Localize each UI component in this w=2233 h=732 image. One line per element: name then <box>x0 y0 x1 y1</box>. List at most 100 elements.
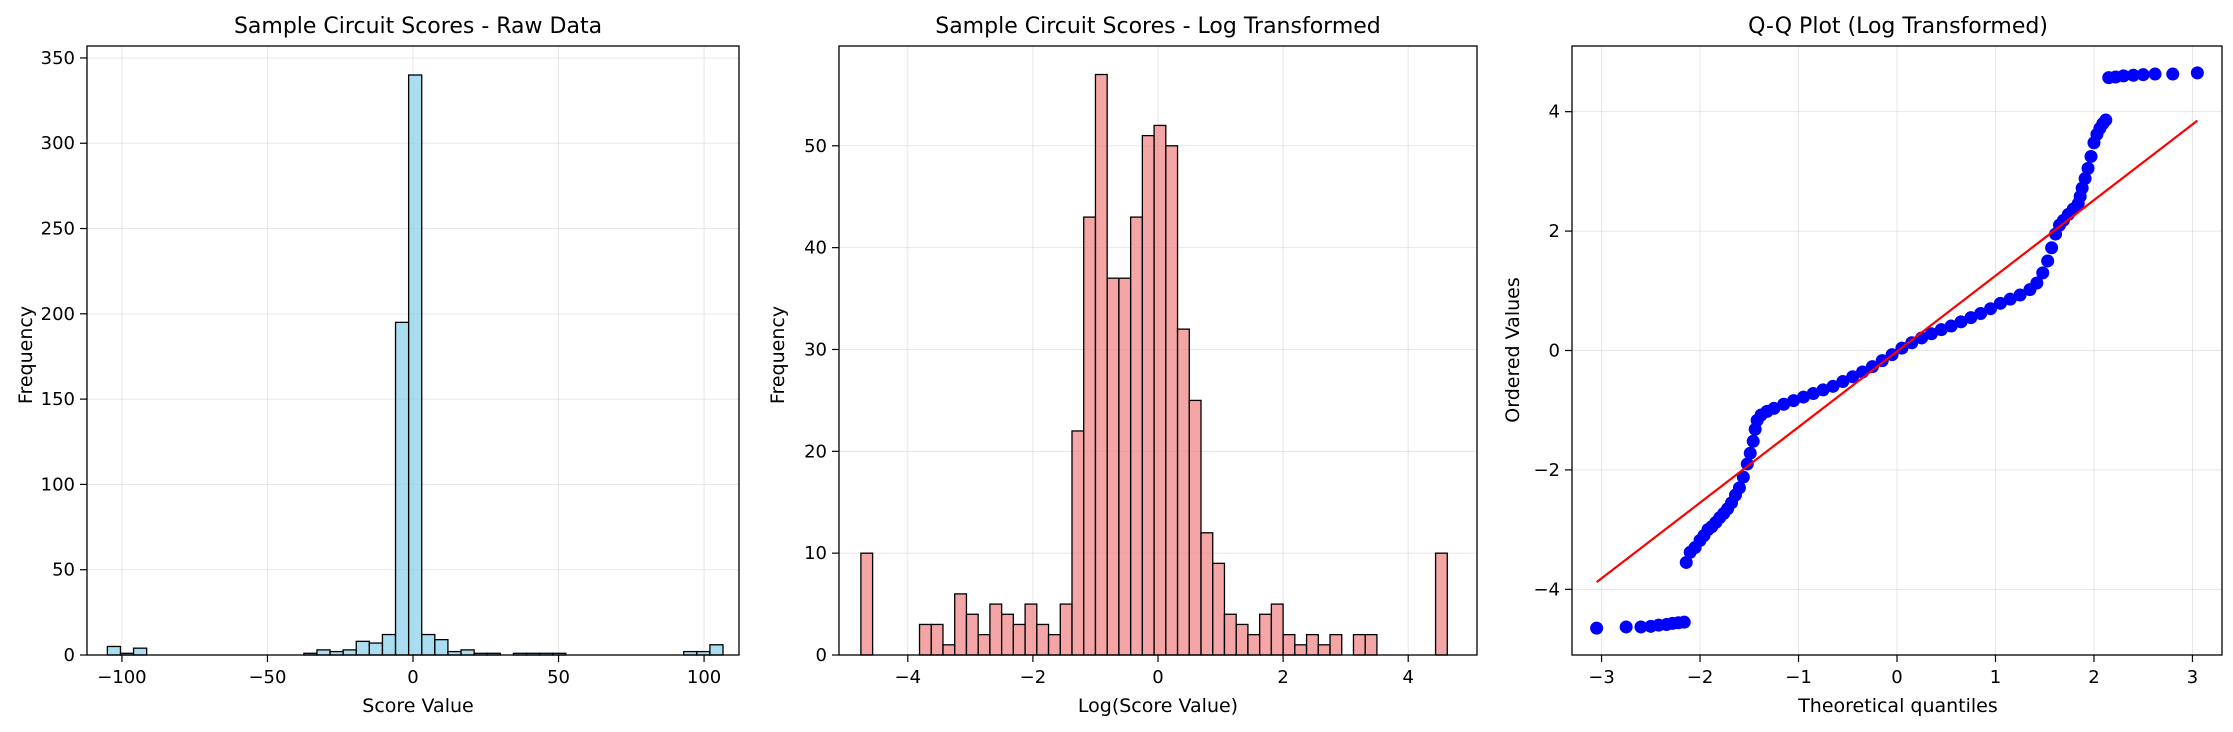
qq-data-point <box>1846 370 1860 384</box>
qq-y-tick-label: 0 <box>1549 341 1560 362</box>
raw-y-tick-label: 200 <box>41 304 75 325</box>
log-histogram-bar <box>942 644 956 656</box>
qq-data-point <box>1732 481 1746 495</box>
qq-data-point <box>1993 296 2007 310</box>
log-histogram-bar <box>1200 532 1214 656</box>
raw-x-tick-label: −100 <box>97 667 146 688</box>
log-x-tick-label: 2 <box>1277 667 1288 688</box>
log-histogram-bar <box>1106 277 1120 656</box>
raw-histogram-bar <box>355 640 370 656</box>
qq-data-point <box>1796 390 1810 404</box>
log-transformed-histogram-panel: Sample Circuit Scores - Log Transformed … <box>767 14 1478 717</box>
raw-y-tick-label: 50 <box>52 560 75 581</box>
qq-data-point <box>2078 172 2092 186</box>
qq-data-point <box>1924 327 1938 341</box>
qq-x-tick-label: 2 <box>2088 667 2099 688</box>
qq-data-point <box>2190 66 2204 80</box>
log-histogram-bar <box>1094 73 1108 656</box>
log-y-tick-label: 30 <box>804 339 827 360</box>
log-histogram-bar <box>1129 216 1144 656</box>
log-histogram-bar <box>954 593 968 656</box>
raw-data-x-axis-label: Score Value <box>362 695 473 717</box>
log-histogram-bar <box>1024 603 1038 656</box>
raw-y-tick-label: 0 <box>64 645 75 666</box>
qq-data-point <box>1677 615 1691 629</box>
log-x-tick-label: 0 <box>1152 667 1163 688</box>
raw-y-tick-label: 250 <box>41 219 75 240</box>
raw-y-tick-label: 300 <box>41 133 75 154</box>
qq-data-point <box>2013 288 2027 302</box>
log-histogram-bar <box>1434 552 1448 656</box>
raw-histogram-bar <box>132 647 148 656</box>
log-histogram-bar <box>1071 430 1085 656</box>
qq-chart-title: Q-Q Plot (Log Transformed) <box>1748 14 2048 39</box>
log-histogram-bar <box>1188 399 1202 656</box>
qq-data-point <box>1974 306 1988 320</box>
log-histogram-bar <box>1141 134 1155 656</box>
log-histogram-bar <box>1329 633 1343 656</box>
qq-y-tick-label: 2 <box>1549 221 1560 242</box>
raw-data-histogram-panel: Sample Circuit Scores - Raw Data Score V… <box>15 14 740 717</box>
log-histogram-bar <box>1247 633 1261 656</box>
log-histogram-bar <box>860 552 874 656</box>
qq-data-point <box>1746 434 1760 448</box>
qq-data-point <box>1767 401 1781 415</box>
raw-histogram-bar <box>421 633 436 656</box>
qq-data-point <box>1944 319 1958 333</box>
qq-data-point <box>2099 113 2113 127</box>
log-histogram-bar <box>1364 633 1378 656</box>
log-x-axis-label: Log(Score Value) <box>1078 695 1238 717</box>
log-histogram-bar <box>1036 623 1050 656</box>
qq-data-point <box>1826 379 1840 393</box>
qq-x-tick-label: 0 <box>1891 667 1902 688</box>
raw-histogram-bar <box>342 649 357 656</box>
log-histogram-bar <box>1352 633 1366 656</box>
log-histogram-bar <box>1212 562 1226 656</box>
qq-data-point <box>2136 68 2150 82</box>
qq-y-tick-label: 4 <box>1549 102 1560 123</box>
qq-data-point <box>2081 161 2095 175</box>
log-y-tick-label: 10 <box>804 543 827 564</box>
qq-data-point <box>2045 241 2059 255</box>
qq-x-tick-label: −2 <box>1687 667 1714 688</box>
raw-histogram-bar <box>407 74 423 656</box>
qq-data-point <box>1787 394 1801 408</box>
log-y-tick-label: 40 <box>804 238 827 259</box>
raw-histogram-bar <box>368 642 384 656</box>
qq-data-point <box>2030 276 2044 290</box>
log-histogram-bar <box>918 623 932 656</box>
raw-histogram-bar <box>381 633 397 656</box>
raw-x-tick-label: 0 <box>407 667 418 688</box>
qq-x-axis-label: Theoretical quantiles <box>1797 695 1998 717</box>
raw-histogram-bar <box>460 649 475 656</box>
log-histogram-bar <box>1305 633 1319 656</box>
log-histogram-bar <box>1176 328 1190 656</box>
qq-data-point <box>1777 397 1791 411</box>
log-histogram-bar <box>930 623 944 656</box>
qq-data-point <box>2126 68 2140 82</box>
log-x-tick-label: −2 <box>1020 667 1047 688</box>
qq-data-point <box>1740 457 1754 471</box>
log-histogram-bar <box>1059 603 1073 656</box>
raw-x-tick-label: 100 <box>687 667 721 688</box>
qq-data-point <box>1984 302 1998 316</box>
log-histogram-bar <box>1223 613 1237 656</box>
log-histogram-bar <box>1282 633 1296 656</box>
qq-data-point <box>2003 292 2017 306</box>
qq-data-point <box>1736 470 1750 484</box>
qq-data-point <box>1816 383 1830 397</box>
log-histogram-bar <box>1294 644 1308 656</box>
qq-data-point <box>1865 360 1879 374</box>
qq-data-point <box>1905 336 1919 350</box>
log-histogram-bar <box>1047 633 1061 656</box>
qq-data-point <box>2117 69 2131 83</box>
raw-data-chart-title: Sample Circuit Scores - Raw Data <box>234 14 602 39</box>
log-histogram-bar <box>1165 145 1179 656</box>
log-histogram-bar <box>1118 277 1132 656</box>
log-histogram-bar <box>1012 623 1026 656</box>
qq-x-tick-label: 1 <box>1990 667 2001 688</box>
raw-x-tick-label: −50 <box>248 667 286 688</box>
raw-histogram-bar <box>106 645 122 656</box>
qq-data-point <box>1964 311 1978 325</box>
qq-data-point <box>2036 266 2050 280</box>
